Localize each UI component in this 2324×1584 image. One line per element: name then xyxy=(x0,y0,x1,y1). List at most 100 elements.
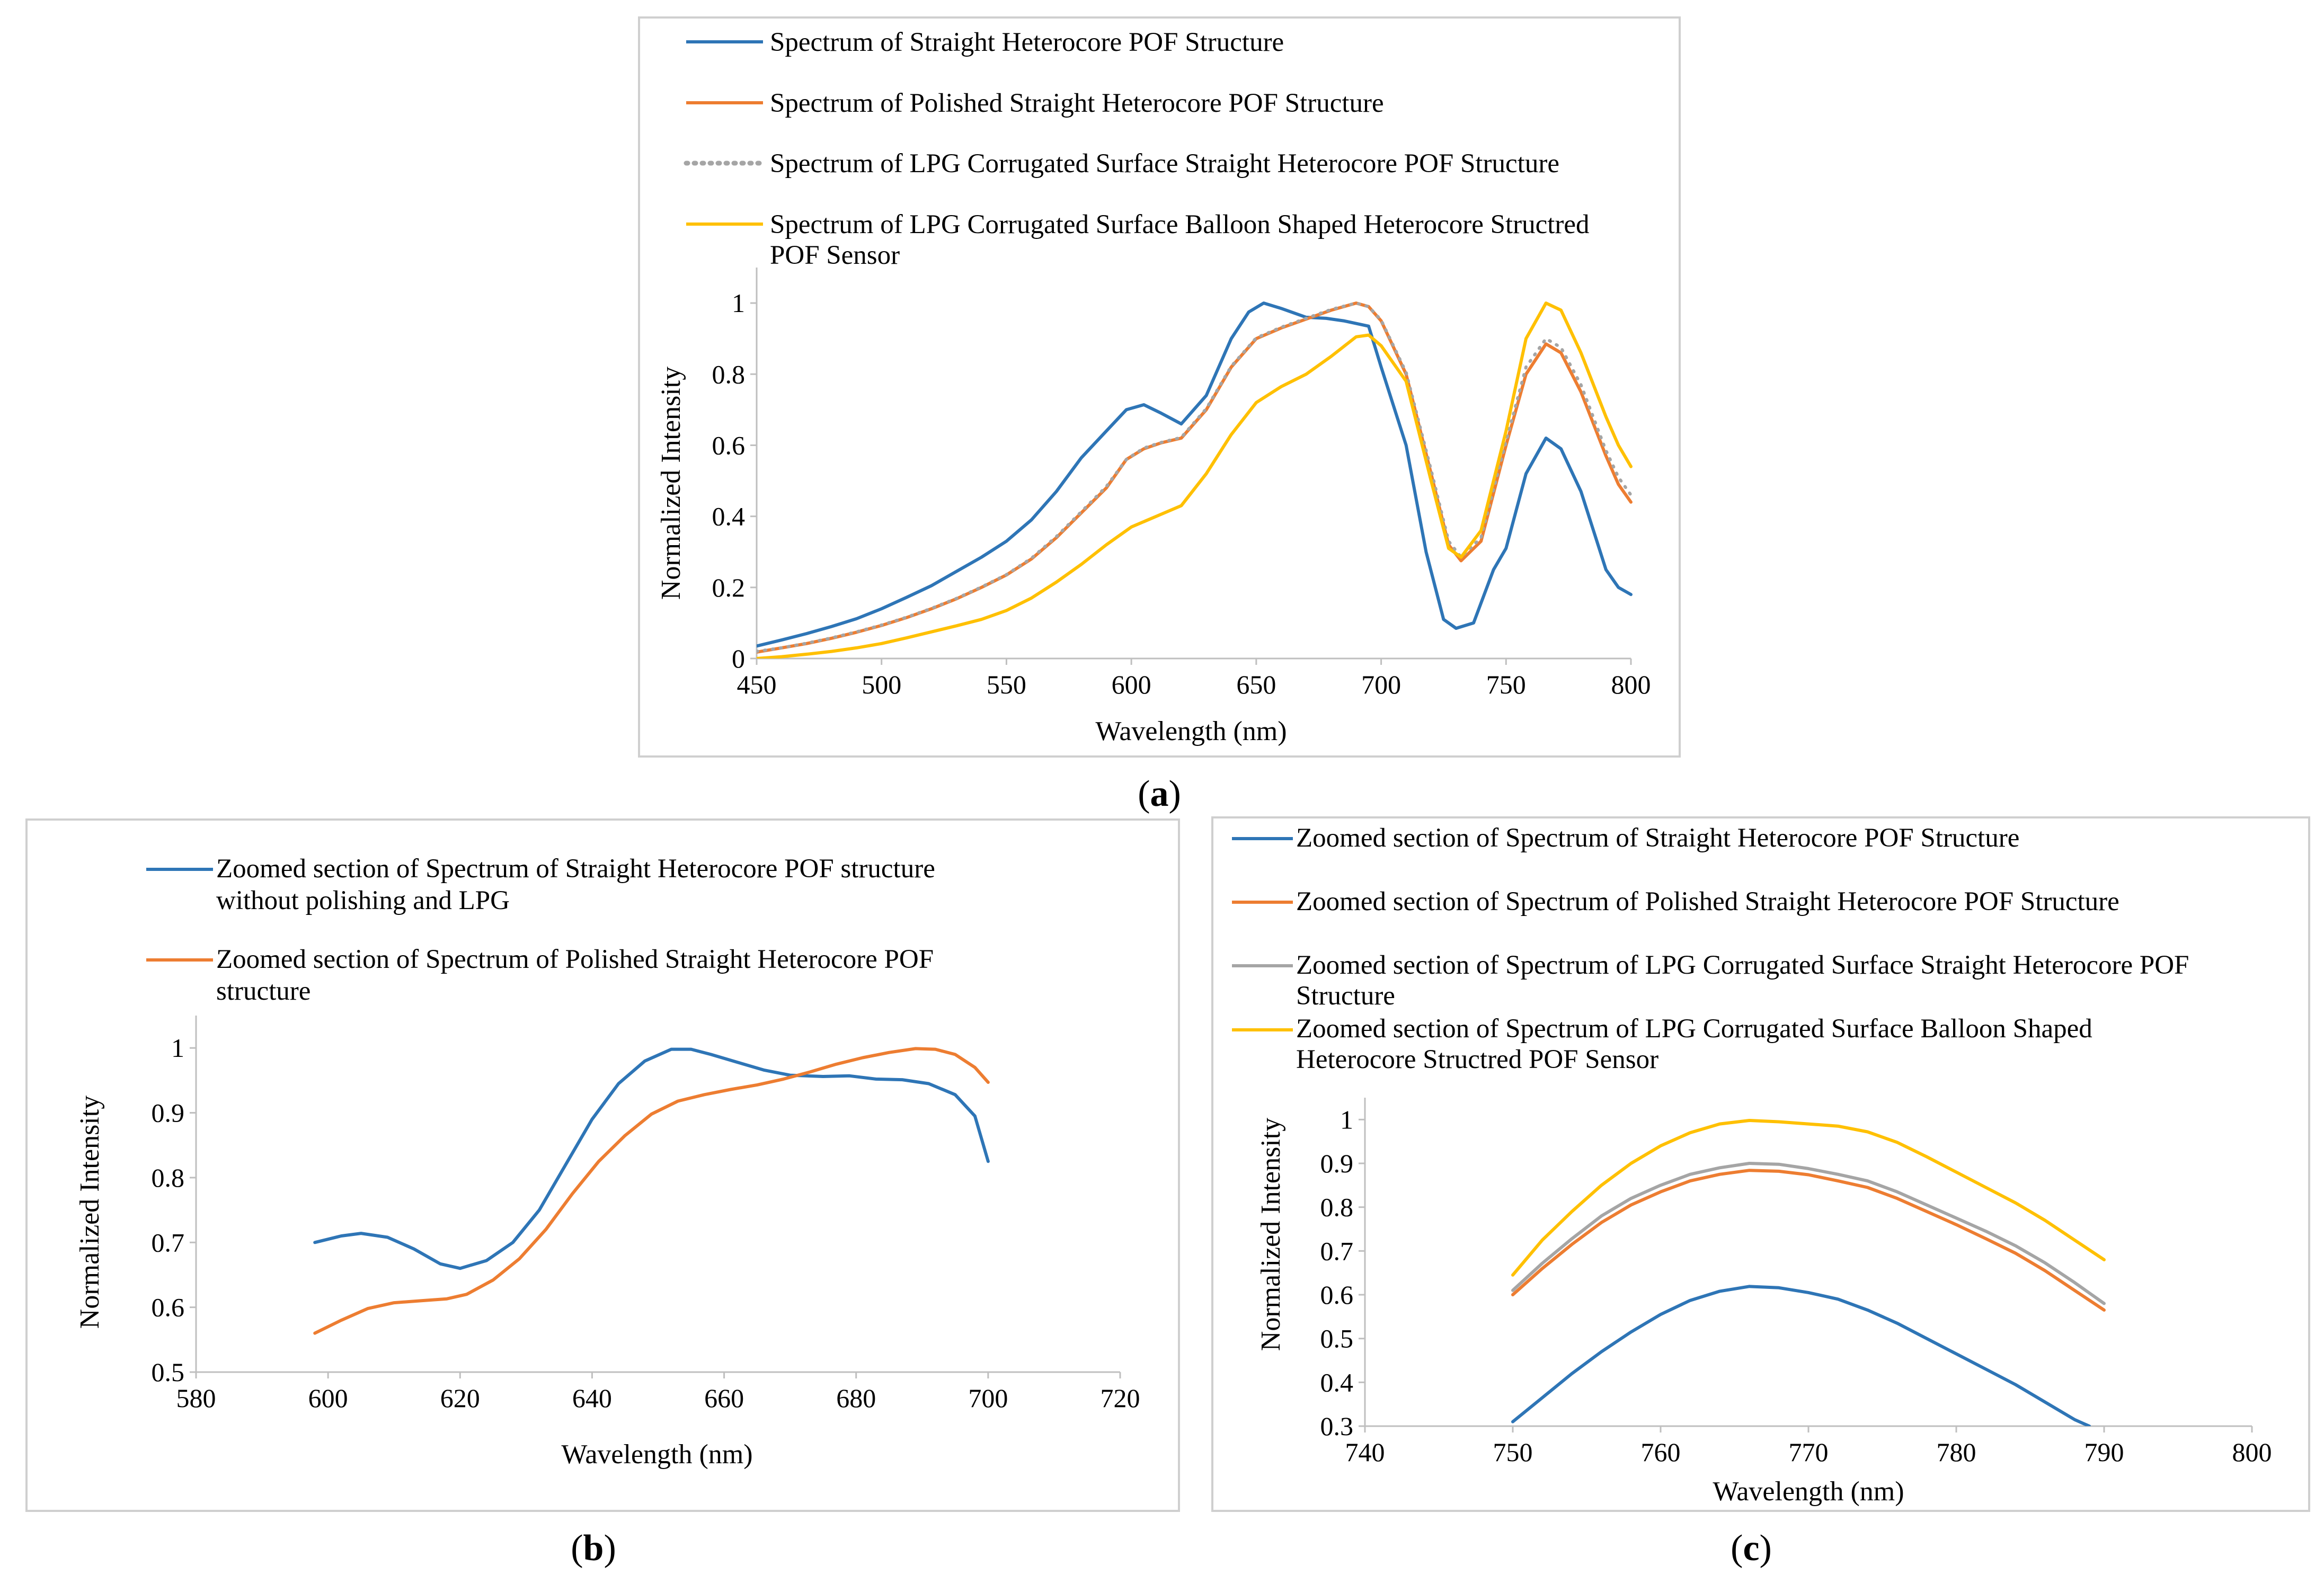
chart-c-y-tick-label: 1 xyxy=(1340,1105,1353,1134)
chart-c-x-tick-label: 760 xyxy=(1641,1437,1681,1467)
chart-b-y-tick-label: 1 xyxy=(171,1033,184,1063)
chart-c-x-tick-label: 750 xyxy=(1493,1437,1533,1467)
chart-a-y-tick-label: 0 xyxy=(732,644,745,673)
caption-c-letter: c xyxy=(1743,1528,1759,1569)
caption-c: (c) xyxy=(1731,1528,1772,1569)
legend-c-label-3-line-1: Zoomed section of Spectrum of LPG Corrug… xyxy=(1296,1014,2092,1044)
legend-b-label-1: Zoomed section of Spectrum of Polished S… xyxy=(216,945,934,1006)
caption-c-open-paren: ( xyxy=(1731,1528,1743,1569)
chart-a-legend: Spectrum of Straight Heterocore POF Stru… xyxy=(684,28,1590,270)
chart-b-y-tick-label: 0.7 xyxy=(152,1227,185,1257)
chart-b-y-tick-label: 0.5 xyxy=(152,1357,185,1387)
chart-a-x-tick-label: 600 xyxy=(1112,670,1151,699)
chart-b-plot: 580 600 620 640 660 680 700 720 0.5 0.6 0.7 0.8 0.9 1 xyxy=(152,1016,1140,1413)
chart-b-y-tick-label: 0.8 xyxy=(152,1163,185,1193)
chart-c-x-tick-label: 770 xyxy=(1789,1437,1829,1467)
caption-b-open-paren: ( xyxy=(571,1528,583,1569)
legend-c-label-2-line-1: Zoomed section of Spectrum of LPG Corrug… xyxy=(1296,950,2189,980)
chart-c-ylabel: Normalized Intensity xyxy=(1256,1118,1286,1351)
chart-c-y-tick-label: 0.6 xyxy=(1320,1280,1354,1310)
chart-a-y-tick-label: 0.6 xyxy=(712,430,746,460)
chart-b-series-1-line xyxy=(313,1047,990,1335)
chart-b-x-tick-label: 620 xyxy=(440,1383,480,1413)
chart-a-y-tick-label: 0.8 xyxy=(712,359,746,389)
chart-b-x-tick-label: 680 xyxy=(836,1383,876,1413)
chart-c-series-2-line xyxy=(1511,1162,2106,1305)
chart-c-y-tick-label: 0.7 xyxy=(1320,1236,1354,1266)
chart-a-x-tick-label: 700 xyxy=(1361,670,1401,699)
chart-a-y-tick-label: 1 xyxy=(732,288,745,318)
caption-b-letter: b xyxy=(583,1528,604,1569)
chart-panel-c: Zoomed section of Spectrum of Straight H… xyxy=(1211,816,2310,1512)
chart-c-y-tick-label: 0.3 xyxy=(1320,1411,1354,1441)
chart-a-series-0-line xyxy=(757,301,1633,648)
chart-a-series-3-line xyxy=(757,301,1633,658)
chart-b-xlabel: Wavelength (nm) xyxy=(561,1439,752,1470)
chart-panel-a: Spectrum of Straight Heterocore POF Stru… xyxy=(638,16,1681,758)
legend-a-label-3: Spectrum of LPG Corrugated Surface Ballo… xyxy=(770,210,1590,270)
legend-a-label-3-line-1: Spectrum of LPG Corrugated Surface Ballo… xyxy=(770,210,1590,239)
legend-a-label-2: Spectrum of LPG Corrugated Surface Strai… xyxy=(770,149,1559,179)
chart-c-x-tick-label: 790 xyxy=(2084,1437,2124,1467)
legend-c-label-2: Zoomed section of Spectrum of LPG Corrug… xyxy=(1296,950,2189,1011)
chart-c-series-0-line xyxy=(1511,1285,2091,1426)
chart-b-series-0-line xyxy=(313,1047,990,1270)
legend-b-label-0-line-1: Zoomed section of Spectrum of Straight H… xyxy=(216,854,935,884)
chart-c-y-tick-label: 0.5 xyxy=(1320,1324,1354,1354)
chart-c-y-tick-label: 0.9 xyxy=(1320,1149,1354,1178)
chart-b-legend: Zoomed section of Spectrum of Straight H… xyxy=(146,854,935,1006)
chart-a-x-tick-label: 450 xyxy=(737,670,777,699)
chart-c-plot: 740 750 760 770 780 790 800 0.3 0.4 0.5 0.6 0.7 0.8 0… xyxy=(1320,1098,2272,1467)
chart-a-xlabel: Wavelength (nm) xyxy=(1095,716,1287,746)
chart-c-y-tick-label: 0.4 xyxy=(1320,1367,1354,1397)
chart-a-plot: 450 500 550 600 650 700 750 800 0 0.2 0.4 0.6 0.8 1 xyxy=(712,268,1651,699)
chart-c-x-tick-label: 740 xyxy=(1345,1437,1385,1467)
chart-a-x-tick-label: 800 xyxy=(1611,670,1651,699)
chart-c-xlabel: Wavelength (nm) xyxy=(1713,1476,1904,1507)
caption-b-close-paren: ) xyxy=(604,1528,616,1569)
legend-b-label-0: Zoomed section of Spectrum of Straight H… xyxy=(216,854,935,915)
chart-c-series-3-line xyxy=(1511,1119,2106,1277)
chart-a-x-tick-label: 550 xyxy=(987,670,1026,699)
chart-b-x-tick-label: 580 xyxy=(176,1383,216,1413)
legend-c-label-3: Zoomed section of Spectrum of LPG Corrug… xyxy=(1296,1014,2092,1074)
chart-panel-b: Zoomed section of Spectrum of Straight H… xyxy=(25,818,1180,1512)
chart-a-x-tick-label: 750 xyxy=(1486,670,1526,699)
legend-c-label-2-line-2: Structure xyxy=(1296,981,1395,1011)
chart-c-y-tick-label: 0.8 xyxy=(1320,1193,1354,1222)
legend-a-label-0: Spectrum of Straight Heterocore POF Stru… xyxy=(770,28,1284,57)
chart-c-legend: Zoomed section of Spectrum of Straight H… xyxy=(1232,823,2189,1074)
legend-b-label-1-line-1: Zoomed section of Spectrum of Polished S… xyxy=(216,945,934,974)
chart-b-y-tick-label: 0.9 xyxy=(152,1098,185,1128)
caption-a-letter: a xyxy=(1150,773,1169,814)
chart-b-frame xyxy=(25,818,1180,1512)
caption-a-open-paren: ( xyxy=(1138,773,1150,814)
chart-a-ylabel: Normalized Intensity xyxy=(656,367,686,600)
chart-b-x-tick-label: 640 xyxy=(572,1383,612,1413)
chart-b-x-tick-label: 600 xyxy=(308,1383,348,1413)
legend-c-label-1: Zoomed section of Spectrum of Polished S… xyxy=(1296,887,2119,916)
chart-c-x-tick-label: 800 xyxy=(2232,1437,2272,1467)
chart-a-x-tick-label: 500 xyxy=(862,670,901,699)
legend-c-label-0: Zoomed section of Spectrum of Straight H… xyxy=(1296,823,2019,853)
legend-b-label-1-line-2: structure xyxy=(216,976,311,1006)
chart-b-x-tick-label: 700 xyxy=(968,1383,1008,1413)
caption-a-close-paren: ) xyxy=(1169,773,1181,814)
caption-a: (a) xyxy=(1138,773,1181,814)
chart-b-x-tick-label: 660 xyxy=(704,1383,744,1413)
chart-a-x-tick-label: 650 xyxy=(1236,670,1276,699)
chart-c-x-tick-label: 780 xyxy=(1937,1437,1976,1467)
chart-c-series-1-line xyxy=(1511,1169,2106,1312)
legend-c-label-3-line-2: Heterocore Structred POF Sensor xyxy=(1296,1045,1658,1074)
legend-b-label-0-line-2: without polishing and LPG xyxy=(216,886,510,915)
chart-b-ylabel: Normalized Intensity xyxy=(75,1096,105,1329)
caption-b: (b) xyxy=(571,1528,616,1569)
legend-a-label-1: Spectrum of Polished Straight Heterocore… xyxy=(770,88,1384,118)
chart-b-y-tick-label: 0.6 xyxy=(152,1293,185,1322)
chart-b-x-tick-label: 720 xyxy=(1101,1383,1140,1413)
caption-c-close-paren: ) xyxy=(1760,1528,1772,1569)
chart-a-y-tick-label: 0.4 xyxy=(712,502,746,531)
chart-a-y-tick-label: 0.2 xyxy=(712,573,746,602)
legend-a-label-3-line-2: POF Sensor xyxy=(770,241,900,270)
